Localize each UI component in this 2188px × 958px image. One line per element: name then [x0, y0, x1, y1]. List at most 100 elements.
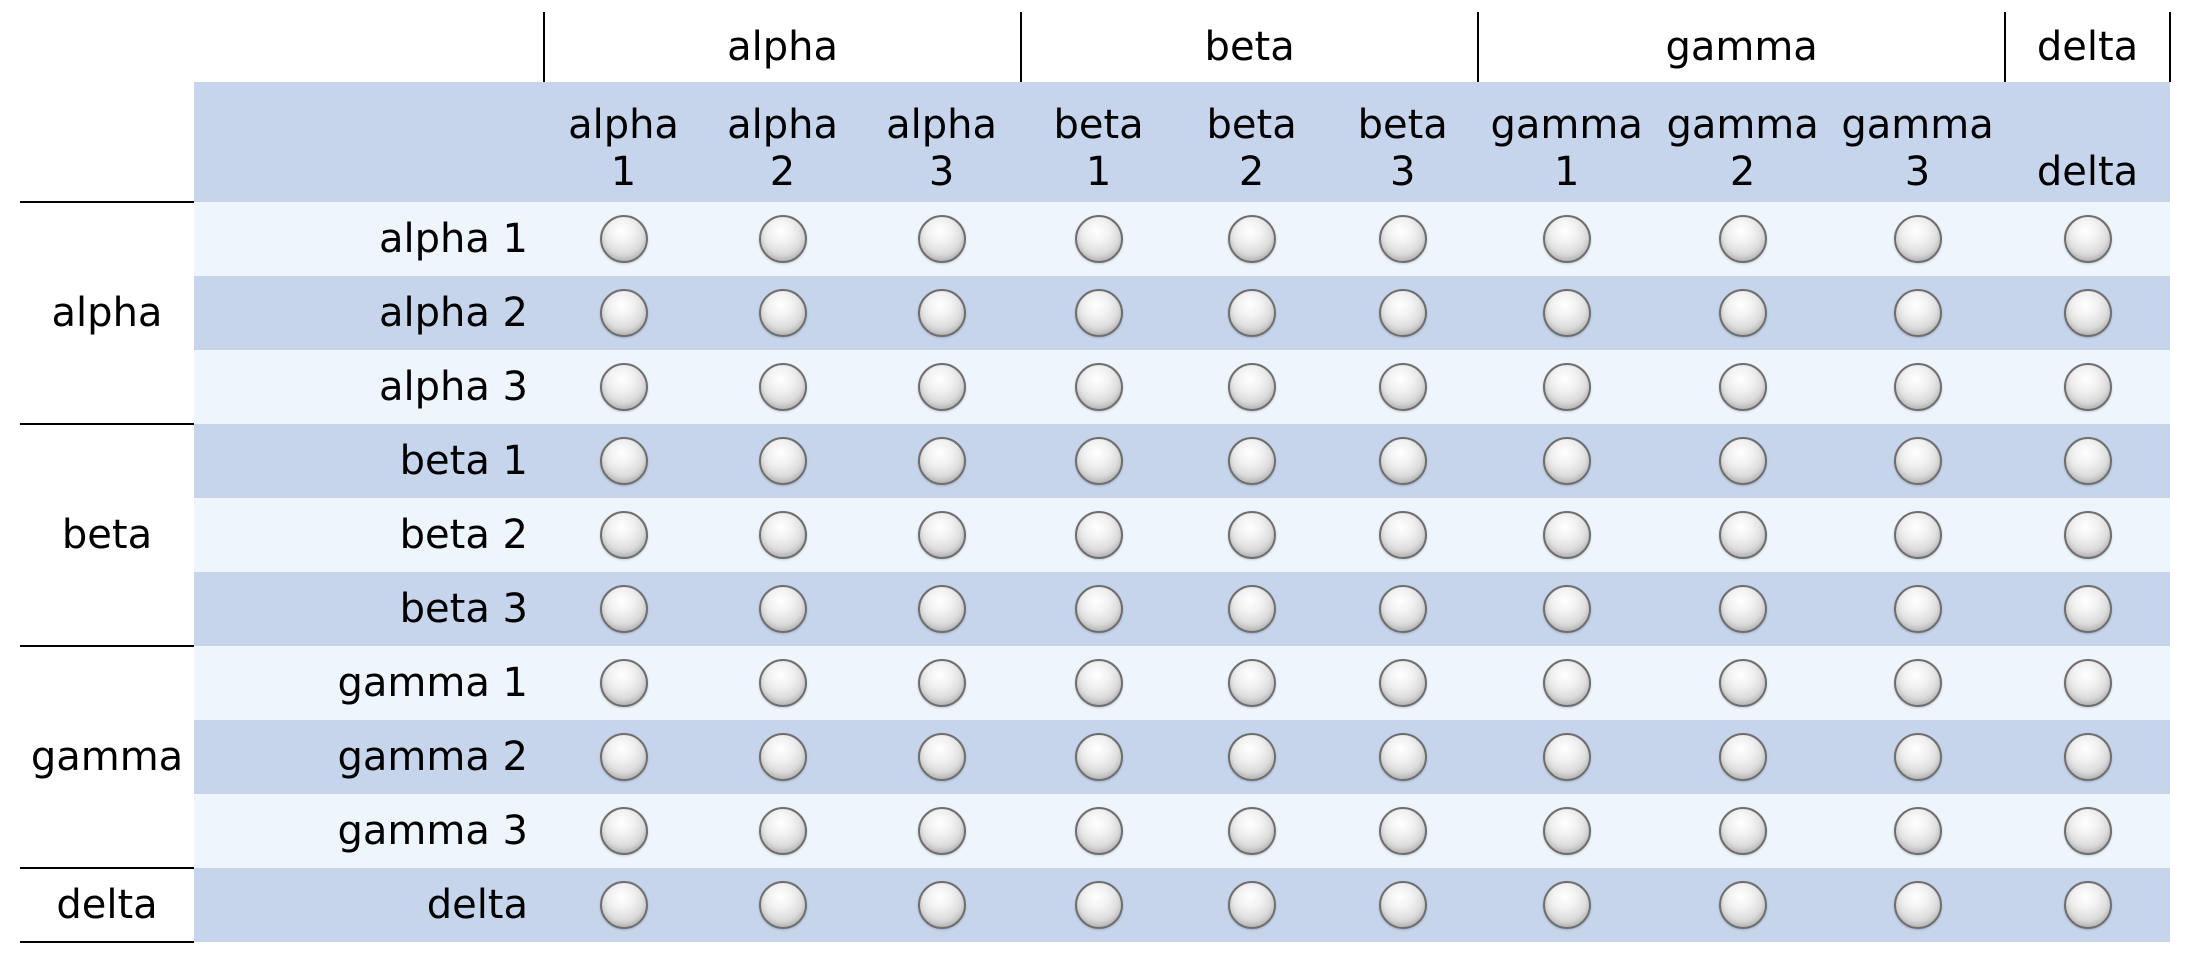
- radio-button[interactable]: [2063, 511, 2112, 559]
- radio-button[interactable]: [1542, 363, 1591, 411]
- radio-button[interactable]: [1227, 511, 1276, 559]
- radio-button[interactable]: [1227, 733, 1276, 781]
- radio-button[interactable]: [1718, 585, 1767, 633]
- radio-button[interactable]: [917, 363, 966, 411]
- radio-button[interactable]: [2063, 881, 2112, 929]
- radio-button[interactable]: [1227, 585, 1276, 633]
- radio-button[interactable]: [599, 807, 648, 855]
- radio-button[interactable]: [1718, 289, 1767, 337]
- radio-button[interactable]: [758, 511, 807, 559]
- radio-button[interactable]: [1893, 733, 1942, 781]
- radio-button[interactable]: [599, 289, 648, 337]
- radio-button[interactable]: [1893, 289, 1942, 337]
- radio-button[interactable]: [917, 289, 966, 337]
- radio-button[interactable]: [1227, 363, 1276, 411]
- radio-button[interactable]: [2063, 363, 2112, 411]
- radio-button[interactable]: [599, 733, 648, 781]
- radio-button[interactable]: [1227, 881, 1276, 929]
- radio-button[interactable]: [1074, 437, 1123, 485]
- radio-button[interactable]: [1718, 807, 1767, 855]
- radio-button[interactable]: [1893, 807, 1942, 855]
- radio-button[interactable]: [1378, 807, 1427, 855]
- radio-button[interactable]: [758, 215, 807, 263]
- radio-button[interactable]: [917, 659, 966, 707]
- radio-button[interactable]: [758, 437, 807, 485]
- radio-button[interactable]: [1227, 289, 1276, 337]
- radio-button[interactable]: [1074, 659, 1123, 707]
- radio-button[interactable]: [1378, 363, 1427, 411]
- radio-button[interactable]: [1378, 659, 1427, 707]
- radio-button[interactable]: [1378, 215, 1427, 263]
- radio-button[interactable]: [917, 881, 966, 929]
- radio-button[interactable]: [1074, 733, 1123, 781]
- radio-button[interactable]: [1378, 437, 1427, 485]
- radio-button[interactable]: [1074, 807, 1123, 855]
- radio-button[interactable]: [1542, 215, 1591, 263]
- radio-button[interactable]: [1893, 585, 1942, 633]
- radio-button[interactable]: [1227, 659, 1276, 707]
- radio-button[interactable]: [1893, 215, 1942, 263]
- radio-button[interactable]: [758, 659, 807, 707]
- radio-button[interactable]: [1718, 511, 1767, 559]
- radio-button[interactable]: [1378, 733, 1427, 781]
- radio-button[interactable]: [758, 289, 807, 337]
- radio-button[interactable]: [1227, 807, 1276, 855]
- radio-button[interactable]: [1893, 659, 1942, 707]
- radio-button[interactable]: [1074, 363, 1123, 411]
- radio-button[interactable]: [1542, 437, 1591, 485]
- radio-button[interactable]: [599, 585, 648, 633]
- radio-button[interactable]: [1074, 585, 1123, 633]
- radio-button[interactable]: [1718, 881, 1767, 929]
- radio-button[interactable]: [1074, 511, 1123, 559]
- radio-button[interactable]: [917, 511, 966, 559]
- radio-button[interactable]: [758, 733, 807, 781]
- radio-button[interactable]: [2063, 733, 2112, 781]
- radio-button[interactable]: [1074, 215, 1123, 263]
- radio-button[interactable]: [758, 363, 807, 411]
- radio-button[interactable]: [1227, 215, 1276, 263]
- radio-button[interactable]: [758, 585, 807, 633]
- radio-button[interactable]: [1542, 659, 1591, 707]
- radio-button[interactable]: [599, 881, 648, 929]
- radio-button[interactable]: [917, 807, 966, 855]
- radio-button[interactable]: [1893, 511, 1942, 559]
- radio-button[interactable]: [1542, 733, 1591, 781]
- radio-button[interactable]: [758, 807, 807, 855]
- radio-button[interactable]: [2063, 807, 2112, 855]
- radio-button[interactable]: [1893, 881, 1942, 929]
- radio-button[interactable]: [1893, 363, 1942, 411]
- radio-button[interactable]: [1718, 437, 1767, 485]
- radio-button[interactable]: [599, 215, 648, 263]
- radio-button[interactable]: [1542, 807, 1591, 855]
- radio-button[interactable]: [1893, 437, 1942, 485]
- radio-button[interactable]: [2063, 585, 2112, 633]
- radio-button[interactable]: [1378, 881, 1427, 929]
- radio-button[interactable]: [917, 215, 966, 263]
- radio-button[interactable]: [2063, 215, 2112, 263]
- radio-button[interactable]: [1378, 585, 1427, 633]
- radio-button[interactable]: [1542, 881, 1591, 929]
- radio-button[interactable]: [1074, 289, 1123, 337]
- radio-button[interactable]: [599, 659, 648, 707]
- radio-button[interactable]: [758, 881, 807, 929]
- radio-button[interactable]: [1542, 585, 1591, 633]
- radio-button[interactable]: [1378, 511, 1427, 559]
- radio-button[interactable]: [2063, 437, 2112, 485]
- radio-button[interactable]: [2063, 659, 2112, 707]
- radio-button[interactable]: [1074, 881, 1123, 929]
- radio-button[interactable]: [917, 585, 966, 633]
- radio-button[interactable]: [1227, 437, 1276, 485]
- radio-button[interactable]: [1718, 659, 1767, 707]
- radio-button[interactable]: [917, 437, 966, 485]
- radio-button[interactable]: [917, 733, 966, 781]
- radio-button[interactable]: [1718, 733, 1767, 781]
- radio-button[interactable]: [1378, 289, 1427, 337]
- radio-button[interactable]: [599, 363, 648, 411]
- radio-button[interactable]: [1542, 511, 1591, 559]
- radio-button[interactable]: [599, 511, 648, 559]
- radio-button[interactable]: [1542, 289, 1591, 337]
- radio-button[interactable]: [1718, 363, 1767, 411]
- radio-button[interactable]: [599, 437, 648, 485]
- radio-button[interactable]: [1718, 215, 1767, 263]
- radio-button[interactable]: [2063, 289, 2112, 337]
